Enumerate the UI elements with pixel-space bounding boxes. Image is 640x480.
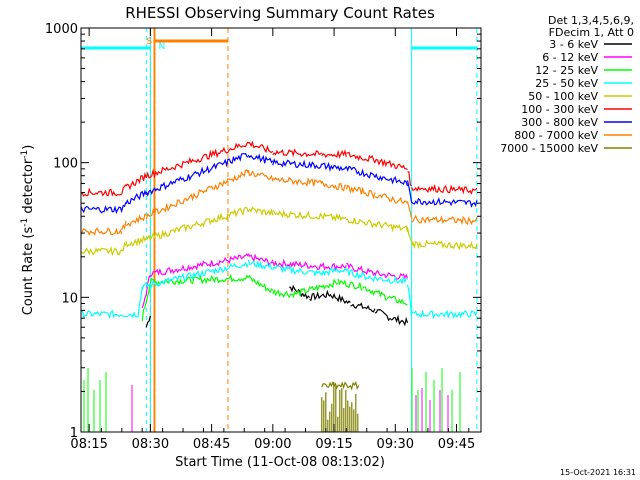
y-tick-label: 10 (61, 291, 78, 306)
y-tick-label: 1 (70, 426, 78, 441)
y-label-part1: Count Rate (s (21, 227, 36, 316)
series-line-3 (81, 259, 478, 320)
y-label-part3: ) (21, 145, 36, 150)
legend-label: 300 - 800 keV (521, 116, 598, 129)
annotation-n: N (158, 42, 165, 52)
series-line-6 (81, 152, 478, 215)
legend-label: 100 - 300 keV (521, 103, 598, 116)
x-tick-label: 08:15 (70, 437, 107, 452)
legend-header: FDecim 1, Att 0 (549, 26, 634, 39)
series-line-8 (321, 380, 360, 432)
series-line-0 (145, 284, 409, 328)
x-tick-label: 09:45 (438, 437, 475, 452)
x-tick-label: 09:00 (254, 437, 291, 452)
legend-label: 3 - 6 keV (549, 38, 598, 51)
series-line-5 (81, 140, 478, 197)
y-tick-label: 100 (53, 157, 78, 172)
y-axis-label: Count Rate (s-1 detector-1) (20, 145, 36, 316)
green-noise (83, 368, 461, 432)
legend-header: Det 1,3,4,5,6,9, (548, 14, 634, 27)
legend-label: 6 - 12 keV (542, 51, 598, 64)
legend-label: 50 - 100 keV (528, 90, 598, 103)
x-tick-label: 09:30 (377, 437, 414, 452)
legend: Det 1,3,4,5,6,9,FDecim 1, Att 03 - 6 keV… (500, 14, 634, 155)
timestamp: 15-Oct-2021 16:31 (560, 468, 636, 477)
low-channel-noise (83, 368, 461, 432)
y-tick-label: 1000 (45, 22, 78, 37)
series-layer (81, 140, 478, 432)
x-tick-label: 08:45 (193, 437, 230, 452)
legend-label: 7000 - 15000 keV (500, 142, 598, 155)
legend-label: 25 - 50 keV (535, 77, 598, 90)
y-label-sup2: -1 (20, 150, 30, 159)
legend-label: 800 - 7000 keV (514, 129, 598, 142)
series-line-4 (81, 206, 478, 257)
annotation-s: S (146, 37, 152, 47)
magenta-noise (131, 385, 449, 432)
y-label-part2: detector (21, 158, 36, 218)
axes: 08:15 08:30 08:45 09:00 09:15 09:30 09:45 1 10 10… (45, 22, 481, 452)
legend-label: 12 - 25 keV (535, 64, 598, 77)
series-line-1 (141, 253, 409, 309)
y-label-sup1: -1 (20, 218, 30, 227)
x-tick-label: 08:30 (132, 437, 169, 452)
x-tick-label: 09:15 (315, 437, 352, 452)
plot-frame (80, 27, 482, 433)
x-axis-label: Start Time (11-Oct-08 08:13:02) (175, 455, 385, 470)
chart-title: RHESSI Observing Summary Count Rates (125, 4, 435, 22)
series-line-2 (141, 273, 408, 322)
series-line-7 (81, 169, 478, 237)
